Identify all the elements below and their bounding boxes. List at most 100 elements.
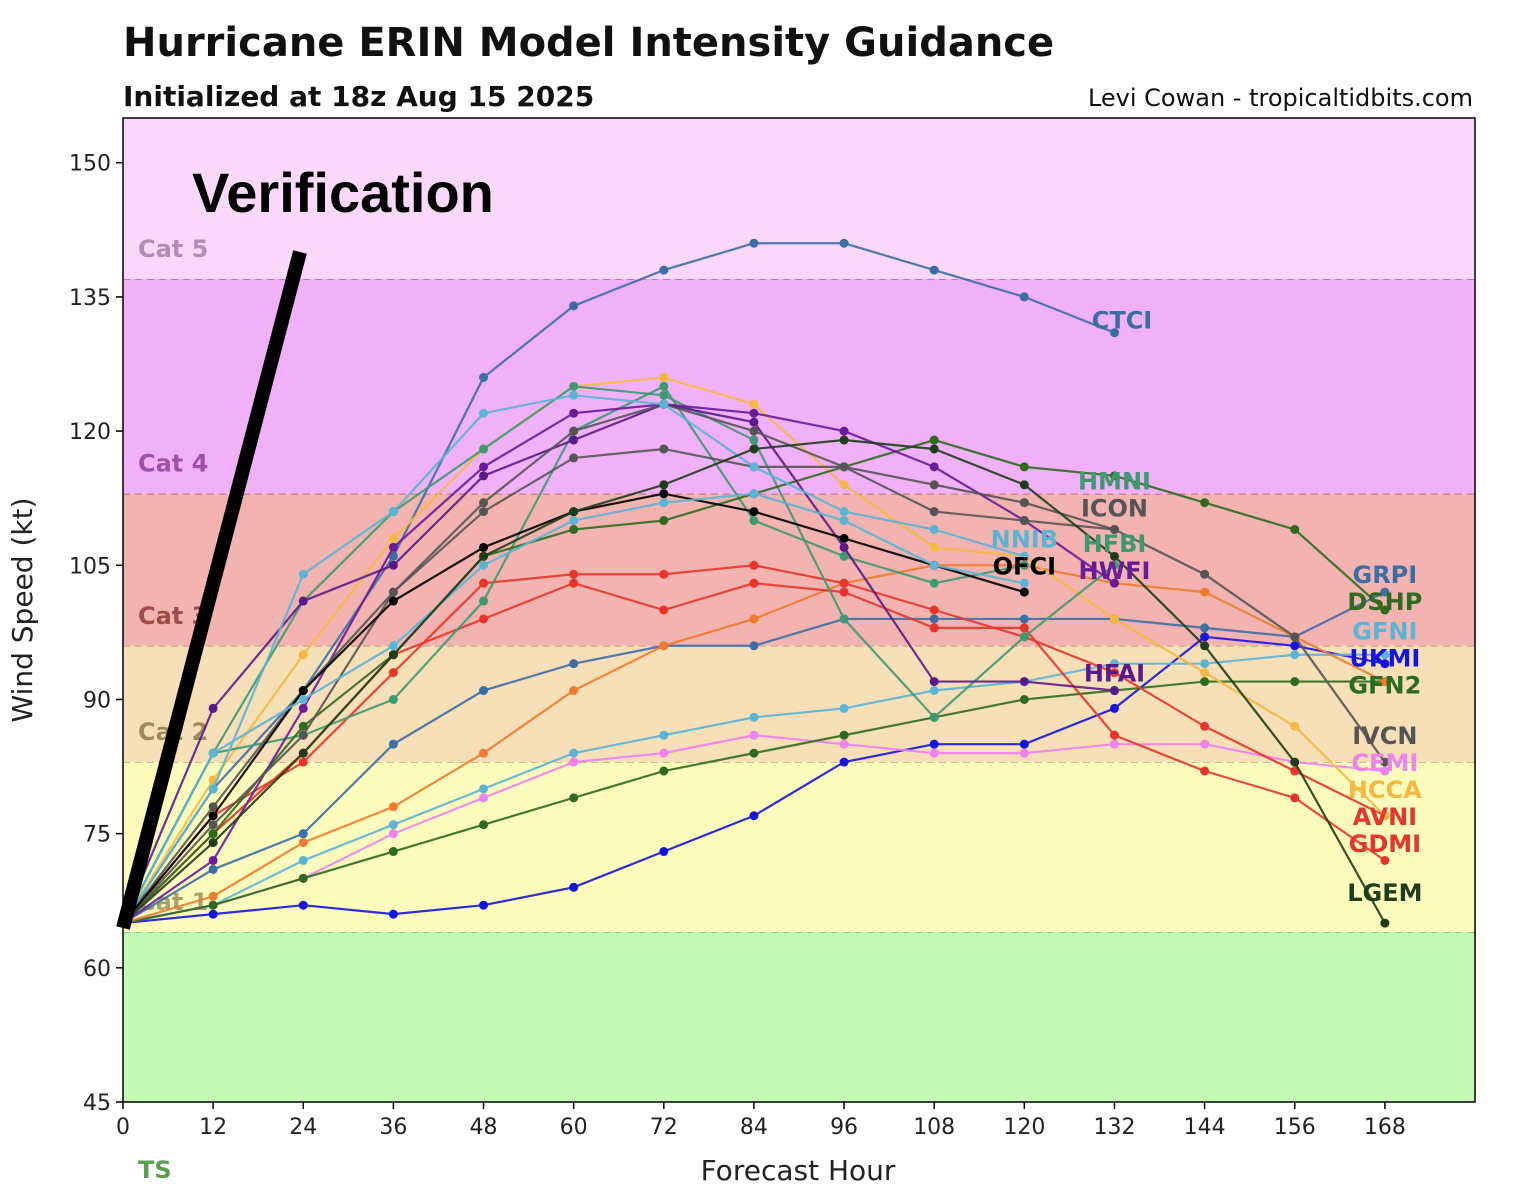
data-point-lgem bbox=[479, 551, 489, 561]
data-point-gfni bbox=[1109, 659, 1119, 669]
data-point-hfai bbox=[1019, 677, 1029, 687]
data-point-avni bbox=[1200, 721, 1210, 731]
data-point-avni bbox=[388, 668, 398, 678]
data-point-nnib bbox=[208, 784, 218, 794]
data-point-gdmi bbox=[1109, 730, 1119, 740]
data-point-avni bbox=[929, 605, 939, 615]
data-point-hwfi bbox=[569, 408, 579, 418]
data-point-hfai bbox=[929, 677, 939, 687]
data-point-ivcn bbox=[929, 480, 939, 490]
data-point-ctci bbox=[388, 551, 398, 561]
data-point-hcca bbox=[659, 372, 669, 382]
data-point-unlabeled bbox=[479, 748, 489, 758]
series-label-gfn2: GFN2 bbox=[1348, 672, 1421, 700]
data-point-gfni bbox=[839, 703, 849, 713]
data-point-icon bbox=[569, 426, 579, 436]
data-point-ivcn bbox=[1380, 757, 1390, 767]
x-tick-label: 156 bbox=[1274, 1115, 1316, 1140]
series-label-nnib: NNIB bbox=[991, 525, 1058, 553]
data-point-lgem bbox=[208, 838, 218, 848]
data-point-hfbi bbox=[929, 712, 939, 722]
data-point-unlabeled bbox=[479, 560, 489, 570]
data-point-ukmi bbox=[659, 847, 669, 857]
x-tick-label: 144 bbox=[1184, 1115, 1226, 1140]
data-point-unlabeled bbox=[1019, 578, 1029, 588]
data-point-icon bbox=[479, 498, 489, 508]
data-point-ctci bbox=[1019, 292, 1029, 302]
data-point-ctci bbox=[749, 238, 759, 248]
data-point-hfai bbox=[208, 703, 218, 713]
data-point-ukmi bbox=[929, 739, 939, 749]
data-point-hcca bbox=[839, 480, 849, 490]
data-point-grpi bbox=[929, 614, 939, 624]
y-tick-label: 120 bbox=[69, 420, 111, 445]
data-point-dshp bbox=[298, 721, 308, 731]
data-point-ivcn bbox=[659, 444, 669, 454]
data-point-lgem bbox=[1019, 480, 1029, 490]
x-axis-label: Forecast Hour bbox=[701, 1154, 896, 1187]
data-point-lgem bbox=[1290, 757, 1300, 767]
data-point-ivcn bbox=[479, 507, 489, 517]
series-label-hfai: HFAI bbox=[1084, 660, 1145, 688]
data-point-ivcn bbox=[1109, 524, 1119, 534]
data-point-ofci bbox=[839, 533, 849, 543]
data-point-hwfi bbox=[1109, 578, 1119, 588]
data-point-unlabeled bbox=[298, 838, 308, 848]
series-label-ukmi: UKMI bbox=[1349, 645, 1420, 673]
x-tick-label: 72 bbox=[650, 1115, 678, 1140]
data-point-dshp bbox=[1109, 471, 1119, 481]
data-point-grpi bbox=[298, 829, 308, 839]
data-point-hwfi bbox=[298, 703, 308, 713]
data-point-hmni bbox=[749, 516, 759, 526]
data-point-gfn2 bbox=[749, 748, 759, 758]
category-band-ts bbox=[123, 932, 1475, 1102]
y-tick-label: 150 bbox=[69, 152, 111, 177]
data-point-ctci bbox=[569, 301, 579, 311]
data-point-gfn2 bbox=[298, 873, 308, 883]
data-point-icon bbox=[749, 426, 759, 436]
data-point-nnib bbox=[388, 507, 398, 517]
data-point-hwfi bbox=[388, 542, 398, 552]
series-label-gdmi: GDMI bbox=[1349, 830, 1421, 858]
data-point-avni bbox=[659, 569, 669, 579]
data-point-hmni bbox=[479, 596, 489, 606]
data-point-lgem bbox=[749, 444, 759, 454]
data-point-ukmi bbox=[1109, 703, 1119, 713]
x-tick-label: 108 bbox=[913, 1115, 955, 1140]
data-point-ofci bbox=[298, 686, 308, 696]
data-point-dshp bbox=[1380, 605, 1390, 615]
category-label-ts: TS bbox=[138, 1156, 172, 1184]
data-point-hmni bbox=[388, 694, 398, 704]
series-label-hmni: HMNI bbox=[1078, 467, 1151, 495]
x-tick-label: 48 bbox=[470, 1115, 498, 1140]
data-point-gdmi bbox=[929, 623, 939, 633]
data-point-nnib bbox=[1019, 551, 1029, 561]
data-point-hcca bbox=[929, 542, 939, 552]
series-label-lgem: LGEM bbox=[1347, 879, 1422, 907]
series-line-hfai bbox=[121, 403, 1115, 924]
data-point-ukmi bbox=[479, 900, 489, 910]
data-point-unlabeled bbox=[749, 489, 759, 499]
data-point-hcca bbox=[1380, 811, 1390, 821]
data-point-hfai bbox=[839, 542, 849, 552]
x-tick-label: 96 bbox=[830, 1115, 858, 1140]
series-label-cemi: CEMI bbox=[1351, 749, 1418, 777]
series-label-hwfi: HWFI bbox=[1079, 557, 1151, 585]
data-point-unlabeled bbox=[1200, 587, 1210, 597]
data-point-ukmi bbox=[1019, 739, 1029, 749]
data-point-dshp bbox=[1200, 498, 1210, 508]
data-point-ukmi bbox=[208, 909, 218, 919]
data-point-nnib bbox=[659, 399, 669, 409]
data-point-ukmi bbox=[839, 757, 849, 767]
data-point-cemi bbox=[839, 739, 849, 749]
data-point-nnib bbox=[839, 507, 849, 517]
series-line-hwfi bbox=[122, 403, 1116, 924]
data-point-gdmi bbox=[1290, 793, 1300, 803]
data-point-grpi bbox=[1380, 587, 1390, 597]
data-point-dshp bbox=[929, 435, 939, 445]
data-point-hcca bbox=[298, 650, 308, 660]
series-label-avni: AVNI bbox=[1353, 803, 1418, 831]
data-point-gfni bbox=[1290, 650, 1300, 660]
y-tick-label: 60 bbox=[83, 957, 111, 982]
